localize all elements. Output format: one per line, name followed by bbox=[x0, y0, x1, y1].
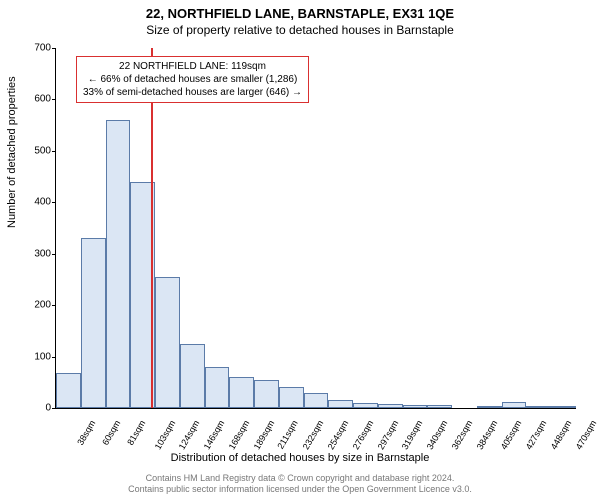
x-tick-label: 103sqm bbox=[152, 419, 177, 452]
y-tick-label: 500 bbox=[26, 145, 51, 156]
y-axis-label: Number of detached properties bbox=[6, 76, 18, 228]
x-tick-label: 319sqm bbox=[400, 419, 425, 452]
histogram-bar bbox=[254, 380, 279, 408]
y-tick-mark bbox=[52, 357, 56, 358]
histogram-bar bbox=[427, 405, 452, 408]
histogram-bar bbox=[56, 373, 81, 408]
chart-container: 22, NORTHFIELD LANE, BARNSTAPLE, EX31 1Q… bbox=[0, 0, 600, 500]
x-tick-label: 81sqm bbox=[125, 419, 147, 447]
x-tick-label: 38sqm bbox=[76, 419, 98, 447]
x-tick-label: 254sqm bbox=[326, 419, 351, 452]
histogram-bar bbox=[353, 403, 378, 408]
histogram-bar bbox=[106, 120, 131, 408]
x-tick-label: 232sqm bbox=[301, 419, 326, 452]
y-tick-mark bbox=[52, 254, 56, 255]
x-tick-label: 211sqm bbox=[276, 419, 300, 451]
info-box-line: 22 NORTHFIELD LANE: 119sqm bbox=[83, 60, 302, 73]
histogram-bar bbox=[328, 400, 353, 408]
histogram-bar bbox=[304, 393, 329, 408]
footer-line-1: Contains HM Land Registry data © Crown c… bbox=[0, 473, 600, 485]
x-tick-label: 146sqm bbox=[202, 419, 227, 452]
x-axis-label: Distribution of detached houses by size … bbox=[0, 452, 600, 464]
footer-line-2: Contains public sector information licen… bbox=[0, 484, 600, 496]
histogram-bar bbox=[229, 377, 254, 408]
y-tick-mark bbox=[52, 48, 56, 49]
y-tick-mark bbox=[52, 408, 56, 409]
x-tick-label: 384sqm bbox=[474, 419, 499, 452]
info-box: 22 NORTHFIELD LANE: 119sqm← 66% of detac… bbox=[76, 56, 309, 103]
footer-text: Contains HM Land Registry data © Crown c… bbox=[0, 473, 600, 496]
histogram-bar bbox=[403, 405, 428, 408]
histogram-bar bbox=[155, 277, 180, 408]
y-tick-label: 200 bbox=[26, 300, 51, 311]
x-tick-label: 448sqm bbox=[549, 419, 574, 452]
y-tick-mark bbox=[52, 151, 56, 152]
x-tick-label: 470sqm bbox=[573, 419, 598, 452]
y-tick-label: 600 bbox=[26, 94, 51, 105]
histogram-bar bbox=[378, 404, 403, 408]
x-tick-label: 124sqm bbox=[177, 419, 202, 452]
histogram-bar bbox=[81, 238, 106, 408]
histogram-bar bbox=[526, 406, 551, 408]
x-tick-label: 297sqm bbox=[375, 419, 400, 452]
x-tick-label: 189sqm bbox=[251, 419, 276, 452]
x-tick-label: 405sqm bbox=[499, 419, 524, 452]
histogram-bar bbox=[551, 406, 576, 408]
chart-title-main: 22, NORTHFIELD LANE, BARNSTAPLE, EX31 1Q… bbox=[0, 0, 600, 21]
y-tick-label: 300 bbox=[26, 248, 51, 259]
chart-area: 010020030040050060070038sqm60sqm81sqm103… bbox=[55, 48, 575, 408]
y-tick-label: 100 bbox=[26, 351, 51, 362]
histogram-bar bbox=[180, 344, 205, 408]
histogram-bar bbox=[502, 402, 527, 408]
y-tick-mark bbox=[52, 305, 56, 306]
x-tick-label: 340sqm bbox=[425, 419, 450, 452]
histogram-bar bbox=[205, 367, 230, 408]
x-tick-label: 427sqm bbox=[524, 419, 549, 452]
y-tick-label: 700 bbox=[26, 43, 51, 54]
info-box-line: 33% of semi-detached houses are larger (… bbox=[83, 86, 302, 99]
x-tick-label: 60sqm bbox=[100, 419, 122, 447]
chart-title-sub: Size of property relative to detached ho… bbox=[0, 21, 600, 37]
y-tick-label: 400 bbox=[26, 197, 51, 208]
x-tick-label: 276sqm bbox=[350, 419, 375, 452]
histogram-bar bbox=[279, 387, 304, 408]
histogram-bar bbox=[477, 406, 502, 408]
y-tick-label: 0 bbox=[26, 403, 51, 414]
x-tick-label: 362sqm bbox=[449, 419, 474, 452]
y-tick-mark bbox=[52, 99, 56, 100]
x-tick-label: 168sqm bbox=[227, 419, 252, 452]
info-box-line: ← 66% of detached houses are smaller (1,… bbox=[83, 73, 302, 86]
plot-region: 010020030040050060070038sqm60sqm81sqm103… bbox=[55, 48, 576, 409]
y-tick-mark bbox=[52, 202, 56, 203]
